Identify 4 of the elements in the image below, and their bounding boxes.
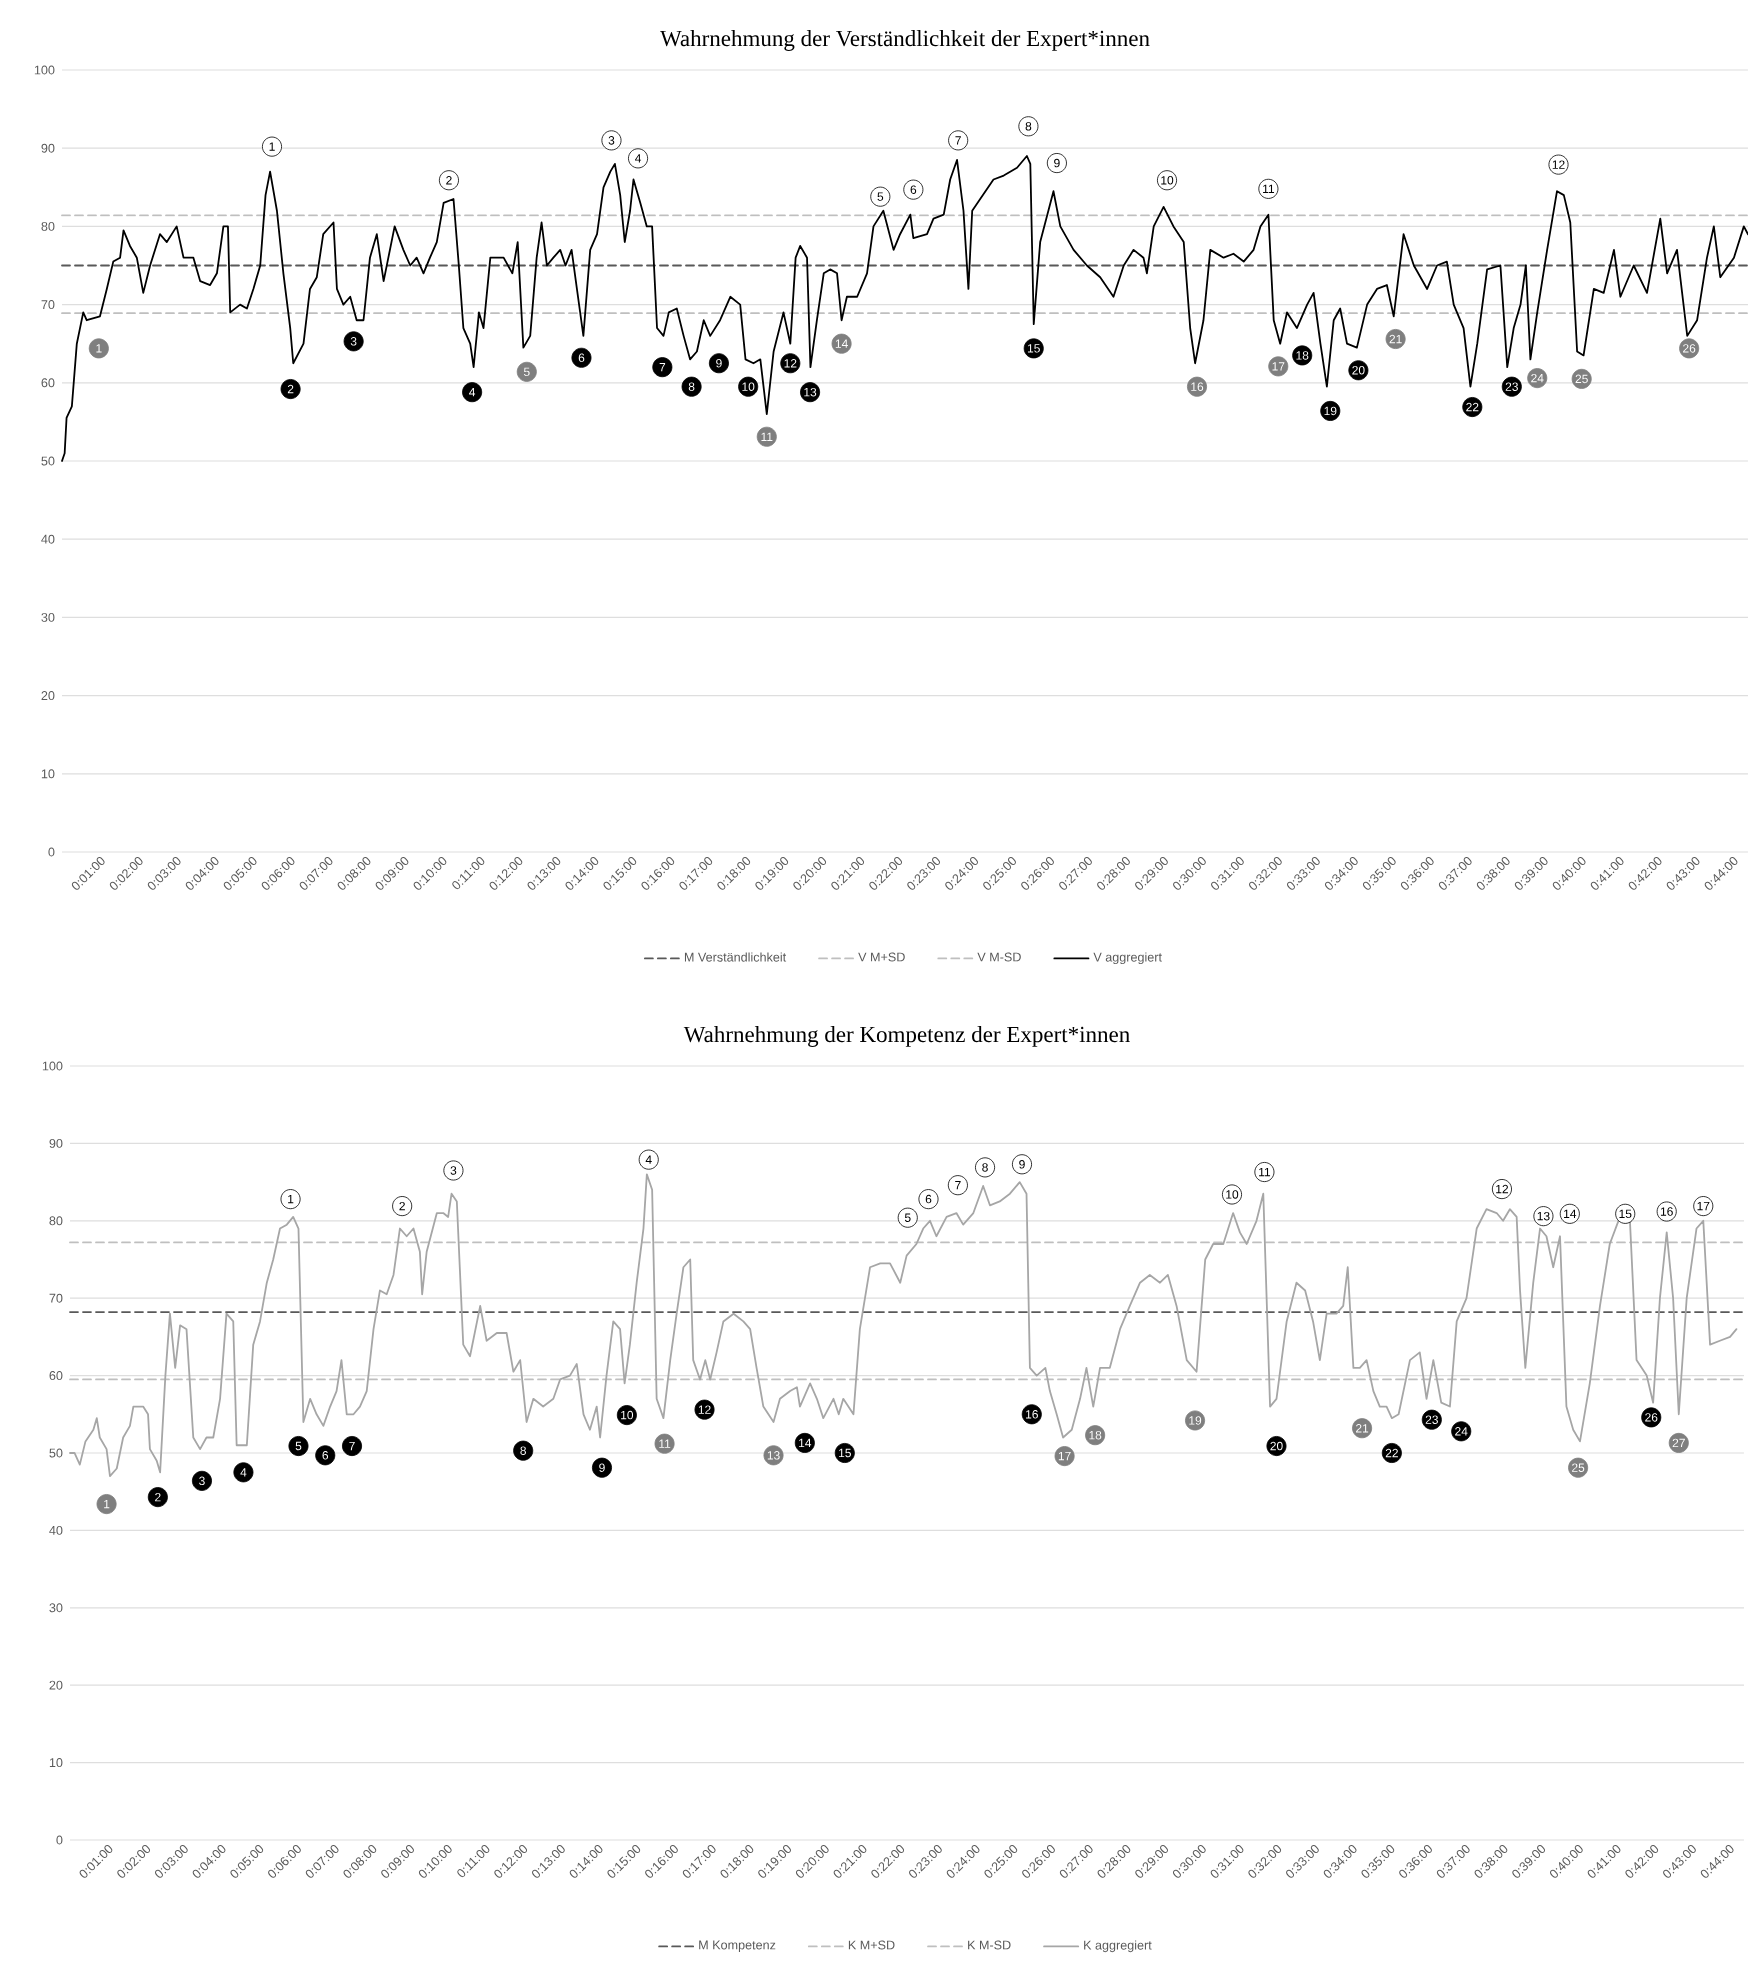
line-series <box>69 1173 1738 1478</box>
chart-title: Wahrnehmung der Verständlichkeit der Expert*innen <box>660 30 1150 51</box>
chart-title: Wahrnehmung der Kompetenz der Expert*innen <box>683 1026 1130 1047</box>
line-series <box>61 155 1748 462</box>
